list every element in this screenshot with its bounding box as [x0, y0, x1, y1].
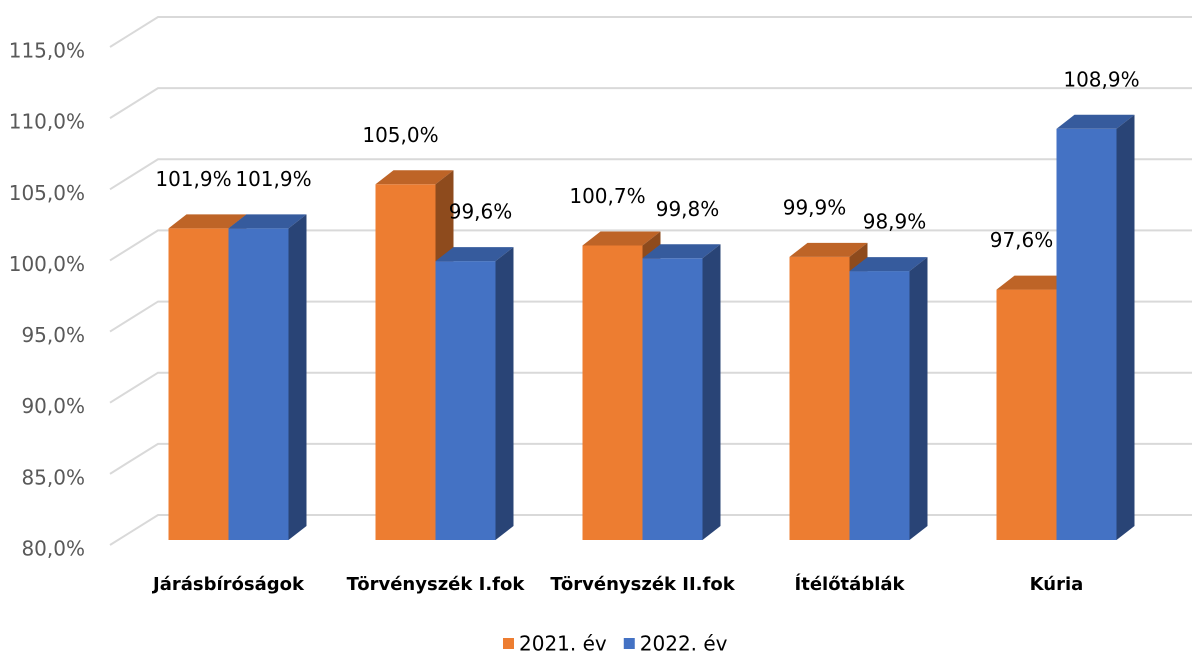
bar-top	[996, 275, 1075, 290]
value-label: 97,6%	[990, 228, 1054, 252]
grid-line	[109, 229, 1192, 262]
y-tick-label: 100,0%	[9, 252, 85, 276]
bar	[375, 184, 436, 541]
bar	[228, 228, 289, 540]
y-tick-label: 80,0%	[21, 537, 85, 561]
bar-top	[435, 247, 514, 262]
bar-top	[849, 257, 928, 272]
x-tick-label: Ítélőtáblák	[795, 573, 906, 595]
bar	[168, 228, 229, 540]
bar-top	[582, 231, 661, 246]
legend-label: 2022. év	[640, 632, 728, 656]
bar	[642, 258, 703, 540]
bar-side	[288, 214, 307, 540]
bar-top	[375, 170, 454, 185]
x-tick-label: Járásbíróságok	[151, 574, 305, 595]
y-tick-label: 95,0%	[21, 323, 85, 347]
bar-top	[642, 244, 721, 259]
x-tick-label: Törvényszék I.fok	[347, 574, 526, 595]
y-tick-label: 110,0%	[9, 110, 85, 134]
bar	[996, 289, 1057, 540]
grid-line	[109, 87, 1192, 119]
value-label: 99,6%	[449, 200, 513, 224]
legend-swatch	[623, 638, 635, 649]
value-label: 108,9%	[1063, 67, 1139, 91]
bar-top	[228, 214, 307, 229]
bar-top	[789, 242, 868, 257]
bar	[849, 271, 910, 540]
value-label: 99,8%	[656, 197, 720, 221]
value-label: 105,0%	[362, 123, 438, 147]
bar	[582, 245, 643, 540]
bar-side	[909, 257, 928, 540]
bar-side	[495, 247, 514, 540]
grid-line	[109, 16, 1192, 48]
bar	[789, 256, 850, 540]
legend-label: 2021. év	[519, 632, 607, 656]
y-tick-label: 90,0%	[21, 394, 85, 418]
value-label: 99,9%	[783, 195, 847, 219]
value-label: 100,7%	[569, 184, 645, 208]
value-label: 101,9%	[235, 167, 311, 191]
bar	[435, 261, 496, 540]
grid-line	[109, 158, 1192, 191]
value-label: 98,9%	[863, 210, 927, 234]
bar-side	[1116, 114, 1135, 541]
bar-top	[1056, 114, 1135, 129]
x-tick-label: Kúria	[1030, 574, 1084, 595]
y-tick-label: 105,0%	[9, 181, 85, 205]
legend-swatch	[503, 638, 514, 649]
y-tick-label: 115,0%	[9, 39, 85, 63]
bar-side	[702, 244, 721, 540]
value-label: 101,9%	[155, 167, 231, 191]
x-tick-label: Törvényszék II.fok	[550, 574, 735, 595]
y-tick-label: 85,0%	[21, 465, 85, 489]
bar-top	[168, 214, 247, 229]
bar	[1056, 128, 1117, 540]
